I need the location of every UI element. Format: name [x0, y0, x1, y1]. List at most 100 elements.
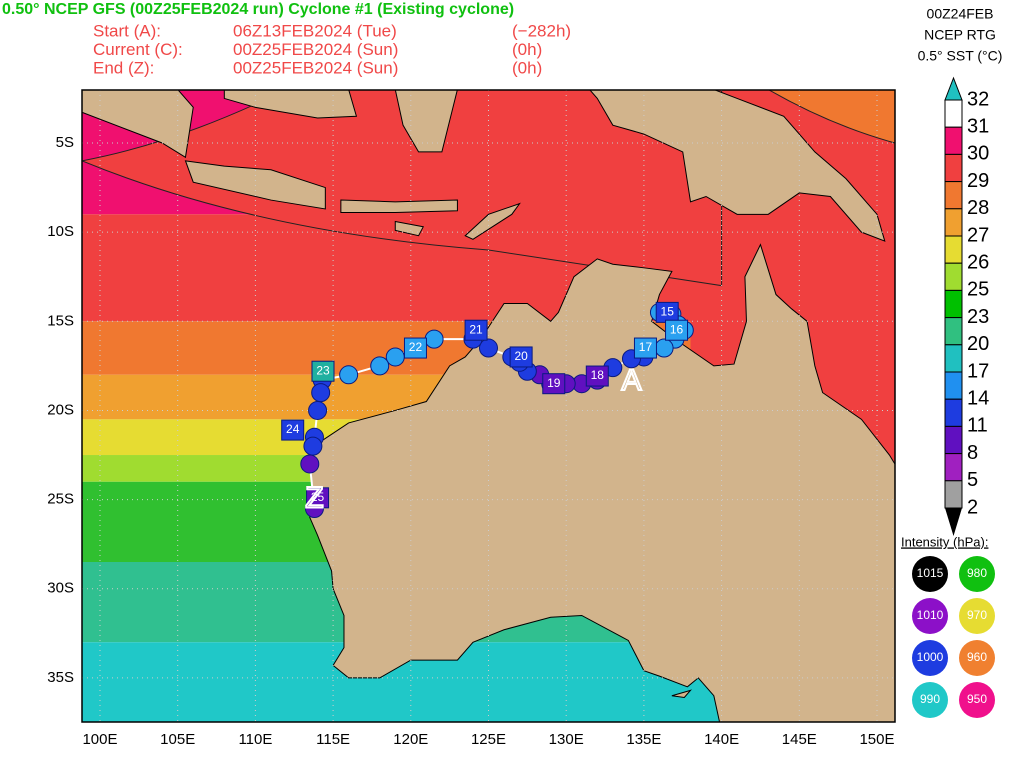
track-point	[654, 338, 674, 358]
header-text: (0h)	[512, 40, 542, 59]
colorbar-label: 11	[967, 415, 988, 437]
track-box	[306, 487, 330, 509]
lon-label: 120E	[393, 731, 428, 748]
sst-patch	[82, 90, 723, 287]
colorbar-label: 23	[967, 306, 989, 328]
colorbar-segment	[944, 398, 963, 427]
lon-label: 115E	[316, 731, 350, 748]
lon-label: 145E	[782, 731, 817, 748]
lat-label: 10S	[47, 223, 74, 240]
colorbar-segment	[944, 99, 963, 128]
track-point	[479, 338, 498, 358]
kangaroo-island	[671, 689, 693, 699]
legend-label: 980	[967, 566, 987, 580]
island	[340, 199, 458, 214]
lon-label: 150E	[859, 731, 894, 748]
legend-label: 970	[967, 608, 987, 622]
track-label: 15	[661, 305, 675, 319]
header-text: 00Z25FEB2024 (Sun)	[233, 40, 398, 59]
colorbar-top	[944, 76, 963, 101]
colorbar-segment	[944, 208, 963, 237]
legend-swatch	[959, 640, 995, 676]
legend-swatch	[959, 682, 995, 718]
legend-swatch	[959, 556, 995, 592]
lon-label: 135E	[626, 731, 661, 748]
map-frame	[81, 89, 896, 723]
colorbar-label: 26	[967, 251, 989, 273]
header-text: (0h)	[512, 58, 542, 77]
colorbar-segment	[944, 480, 963, 509]
timor	[464, 202, 521, 240]
colorbar-label: 28	[967, 197, 989, 219]
colorbar-label: 31	[967, 115, 989, 137]
legend-label: 1010	[917, 608, 944, 622]
map	[82, 90, 895, 722]
track-label: 17	[639, 340, 653, 354]
info-text: NCEP RTG	[924, 27, 996, 43]
track-label: 21	[469, 322, 483, 336]
track-label: 23	[316, 363, 330, 377]
legend-label: 960	[967, 650, 987, 664]
colorbar-bottom	[945, 508, 962, 536]
track-label: 18	[591, 368, 605, 382]
colorbar-label: 29	[967, 170, 989, 192]
info-text: 00Z24FEB	[927, 6, 994, 22]
lat-label: 25S	[47, 491, 74, 508]
lon-label: 110E	[238, 731, 272, 748]
colorbar-label: 14	[967, 387, 989, 409]
track-label: 22	[409, 340, 423, 354]
lat-label: 15S	[47, 312, 74, 329]
lon-label: 130E	[549, 731, 584, 748]
header-text: (−282h)	[512, 21, 571, 40]
colorbar-label: 30	[967, 143, 989, 165]
colorbar-label: 32	[967, 88, 989, 110]
colorbar-segment	[944, 317, 963, 346]
track-point	[424, 329, 444, 349]
header-text: Current (C):	[93, 40, 183, 59]
track-box	[464, 319, 488, 341]
track-box	[633, 337, 657, 359]
track-label: 19	[547, 376, 561, 390]
legend-label: 1000	[917, 650, 944, 664]
colorbar-label: 25	[967, 279, 989, 301]
colorbar-segment	[944, 453, 963, 482]
colorbar-segment	[944, 425, 963, 455]
track-point	[308, 400, 328, 420]
colorbar-segment	[944, 235, 963, 264]
track-box	[281, 419, 305, 441]
track-box	[311, 360, 335, 382]
lon-label: 100E	[82, 731, 117, 748]
sumba	[394, 220, 424, 237]
legend-swatch	[912, 640, 948, 676]
legend-label: 990	[920, 692, 940, 706]
track-box	[509, 346, 533, 368]
track-box	[542, 373, 566, 395]
colorbar-label: 17	[967, 360, 989, 382]
new-guinea	[589, 90, 886, 242]
australia	[309, 243, 895, 722]
track-point	[300, 454, 320, 474]
lat-label: 5S	[56, 134, 74, 151]
legend-swatch	[912, 598, 948, 634]
header-text: Start (A):	[93, 21, 161, 40]
colorbar-label: 27	[967, 224, 989, 246]
title: 0.50° NCEP GFS (00Z25FEB2024 run) Cyclon…	[2, 1, 514, 18]
legend-label: 1015	[917, 566, 944, 580]
lon-label: 125E	[471, 731, 506, 748]
colorbar-label: 20	[967, 333, 989, 355]
colorbar-label: 2	[967, 496, 978, 518]
header-text: End (Z):	[93, 58, 154, 77]
colorbar-segment	[944, 262, 963, 291]
info-text: 0.5° SST (°C)	[918, 48, 1003, 64]
colorbar-label: 8	[967, 442, 978, 464]
track-box	[403, 337, 427, 359]
legend-swatch	[912, 682, 948, 718]
start-marker: A	[621, 364, 641, 397]
legend-swatch	[912, 556, 948, 592]
colorbar-segment	[944, 289, 963, 319]
colorbar-segment	[944, 181, 963, 210]
track-point	[370, 356, 390, 376]
track-point	[339, 365, 359, 385]
colorbar-segment	[944, 344, 963, 373]
track-label: 20	[514, 349, 528, 363]
